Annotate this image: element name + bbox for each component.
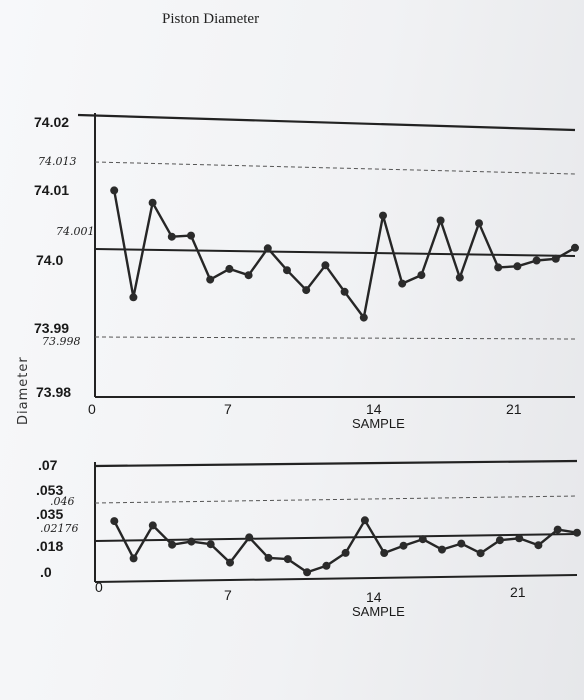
xbar-xtick-21: 21 [506,401,522,417]
range-point-25 [573,528,581,537]
xbar-chart: 74.02 74.01 74.0 73.99 73.98 74.013 74.0… [34,113,579,431]
xbar-point-14 [359,313,368,322]
xbar-ytick-74-01: 74.01 [34,182,69,198]
xbar-point-1 [110,186,119,195]
range-annotation-cl: .02176 [40,522,79,535]
range-point-10 [283,555,292,564]
range-point-6 [206,540,215,549]
xbar-upper-bound-line [77,113,576,132]
xbar-point-21 [494,263,503,272]
xbar-point-18 [436,216,445,225]
xbar-annotation-cl: 74.001 [56,225,95,238]
xbar-ytick-73-98: 73.98 [36,384,71,400]
range-xtick-14: 14 [366,589,382,605]
xbar-point-17 [417,271,426,280]
xbar-x-axis-label: SAMPLE [352,416,405,431]
range-ytick-018: .018 [36,538,63,554]
xbar-annotation-ucl: 74.013 [38,155,77,168]
xbar-point-24 [551,254,560,263]
y-axis-title: Diameter [16,356,31,425]
range-point-22 [515,534,524,543]
xbar-xtick-7: 7 [224,401,232,417]
xbar-point-20 [475,219,483,228]
xbar-ytick-73-99: 73.99 [34,320,69,336]
range-ucl-line [94,495,578,504]
chart-title: Piston Diameter [162,11,259,27]
range-center-line [94,533,578,542]
range-point-17 [418,535,427,544]
xbar-point-23 [532,256,541,265]
range-point-20 [476,549,485,558]
xbar-lcl-line [94,336,576,340]
xbar-point-25 [571,243,579,252]
range-ytick-053: .053 [36,482,63,498]
range-point-4 [168,540,177,549]
xbar-xtick-14: 14 [366,401,382,417]
xbar-point-7 [225,264,234,273]
range-point-2 [129,554,138,563]
range-point-3 [148,521,157,530]
xbar-point-5 [187,231,195,240]
xbar-point-2 [129,293,138,302]
xbar-point-3 [148,198,157,207]
range-point-8 [245,533,254,542]
range-point-9 [264,553,273,562]
range-ytick-0: .0 [40,564,52,580]
xbar-point-12 [321,261,330,270]
range-point-7 [226,558,234,567]
range-point-13 [341,548,350,557]
range-point-14 [360,516,369,525]
xbar-point-8 [244,271,253,280]
xbar-ytick-74-0: 74.0 [36,252,63,268]
xbar-annotation-lcl: 73.998 [42,335,81,348]
range-point-23 [534,541,543,550]
range-annotation-ucl: .046 [50,495,75,508]
range-series-line [113,519,578,574]
range-upper-bound-line [94,459,578,468]
range-xtick-21: 21 [510,584,526,600]
xbar-point-13 [340,287,349,296]
xbar-point-16 [398,279,407,288]
range-chart: .07 .053 .035 .018 .0 .046 .02176 0 7 14… [36,457,581,619]
xbar-ucl-line [94,161,576,175]
range-x-axis-label: SAMPLE [352,604,405,619]
xbar-point-9 [263,244,272,253]
xbar-point-19 [455,273,464,282]
range-point-24 [553,525,562,534]
xbar-xtick-0: 0 [88,401,96,417]
range-point-18 [438,545,446,554]
range-point-11 [303,568,312,577]
range-series [110,516,581,577]
range-x-axis [94,574,578,583]
range-xtick-0: 0 [95,579,103,595]
range-point-12 [322,561,331,570]
xbar-point-22 [513,262,522,271]
xbar-point-4 [167,232,176,241]
xbar-center-line [94,248,576,257]
xbar-point-15 [379,211,387,220]
xbar-series [110,186,579,322]
range-point-19 [457,539,466,548]
range-xtick-7: 7 [224,587,232,603]
range-ytick-035: .035 [36,506,63,522]
range-point-1 [110,517,119,526]
xbar-point-11 [302,286,311,295]
xbar-point-6 [206,275,215,284]
xbar-ytick-74-02: 74.02 [34,114,69,130]
range-point-15 [380,549,389,557]
xbar-point-10 [283,266,291,275]
range-point-21 [495,536,504,545]
range-ytick-07: .07 [38,457,58,473]
range-point-16 [399,541,408,550]
range-point-5 [187,537,196,546]
